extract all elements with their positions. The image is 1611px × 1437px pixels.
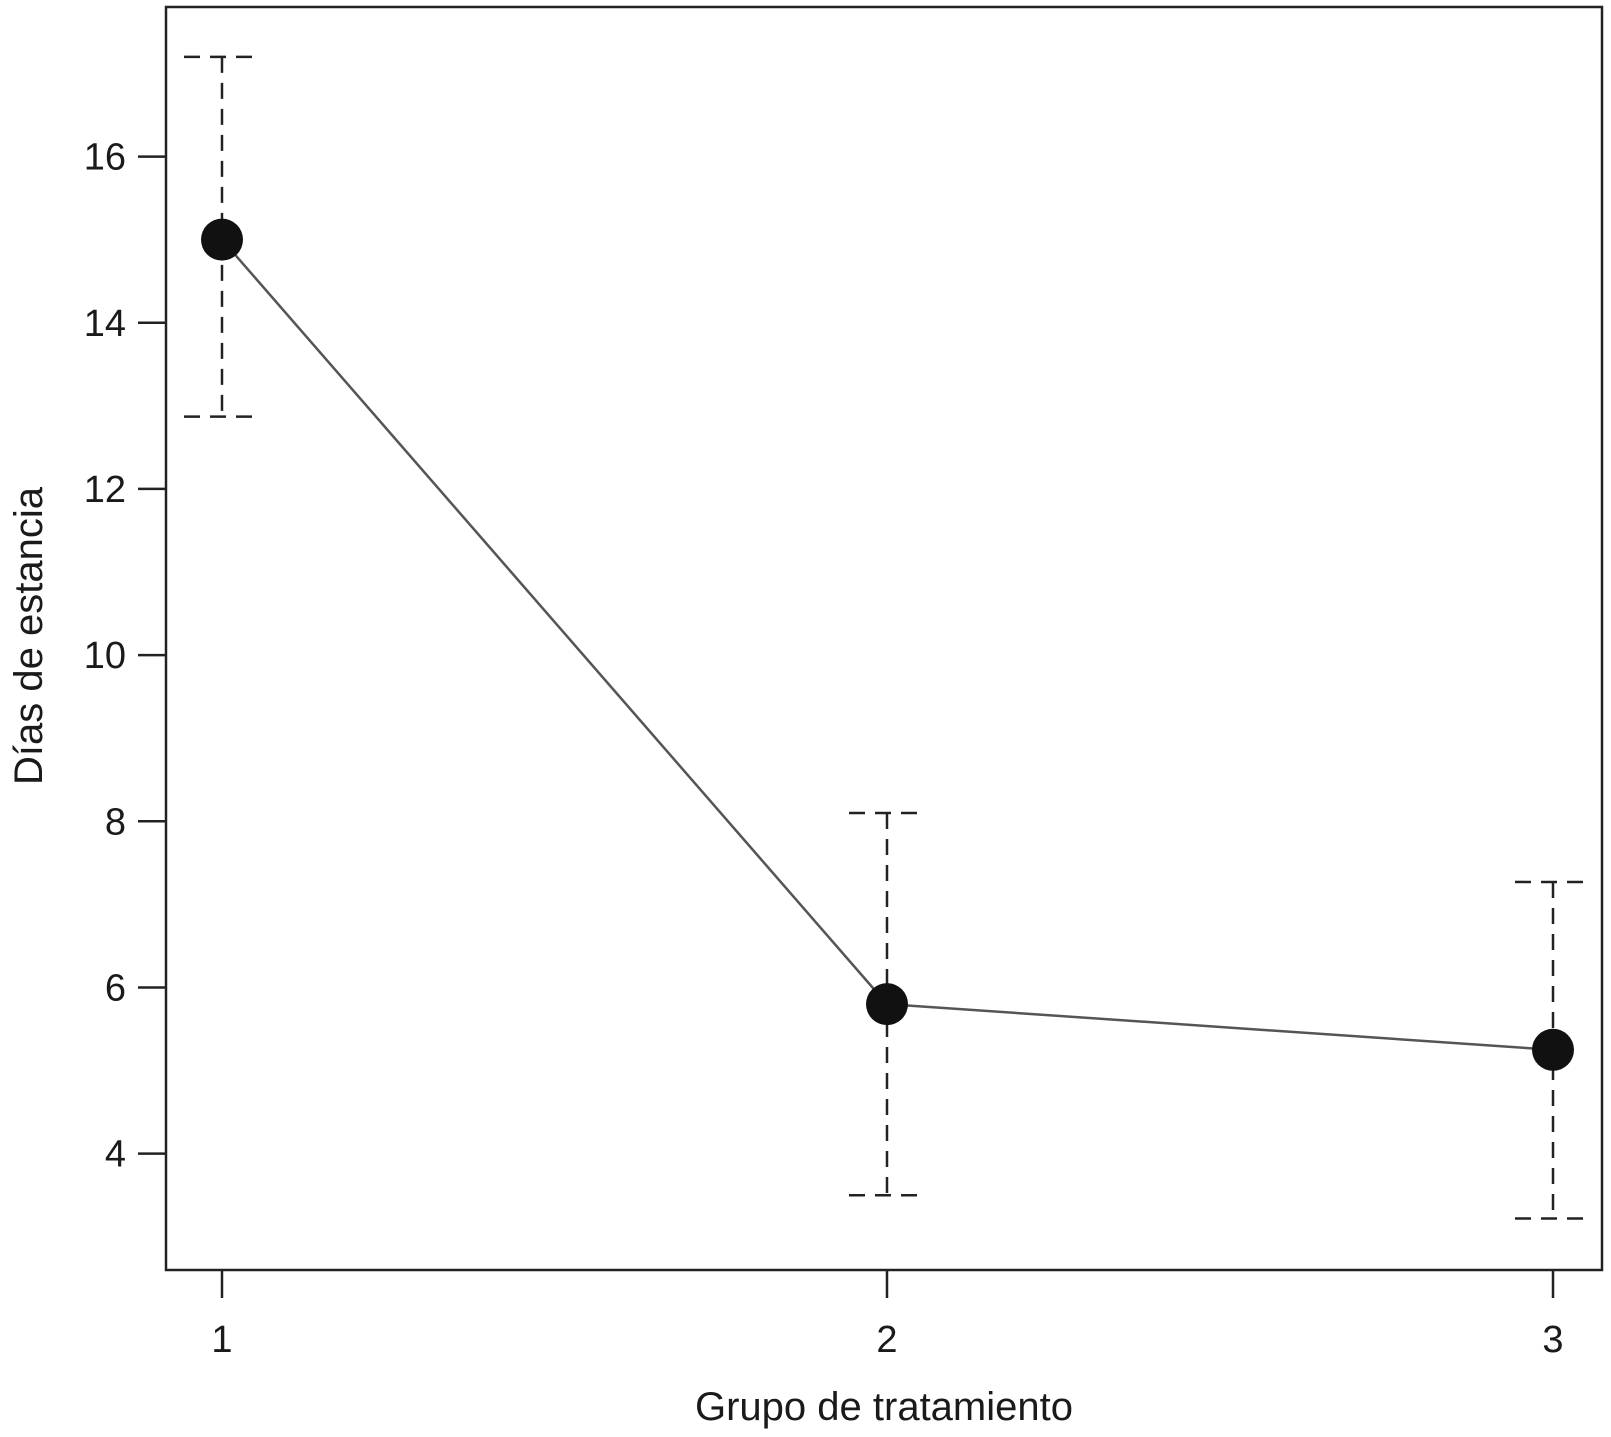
- data-point: [201, 218, 243, 261]
- plot-frame: [164, 5, 1604, 1272]
- y-tick-label: 14: [84, 303, 126, 345]
- y-tick-label: 16: [84, 137, 126, 179]
- y-axis: 4 6 8 10 12 14 16: [84, 137, 166, 1176]
- data-point: [866, 983, 908, 1026]
- x-axis: 1 2 3: [211, 1270, 1564, 1361]
- x-axis-label: Grupo de tratamiento: [695, 1385, 1073, 1429]
- data-point: [1532, 1028, 1574, 1071]
- y-tick-label: 6: [105, 967, 126, 1009]
- x-tick-label: 2: [876, 1319, 897, 1361]
- y-tick-label: 8: [105, 801, 126, 843]
- y-axis-label: Días de estancia: [7, 486, 51, 785]
- series-layer: [184, 55, 1591, 1220]
- x-tick-label: 3: [1542, 1319, 1563, 1361]
- y-tick-label: 12: [84, 469, 126, 511]
- y-tick-label: 10: [84, 635, 126, 677]
- x-tick-label: 1: [211, 1319, 232, 1361]
- y-tick-label: 4: [105, 1134, 126, 1176]
